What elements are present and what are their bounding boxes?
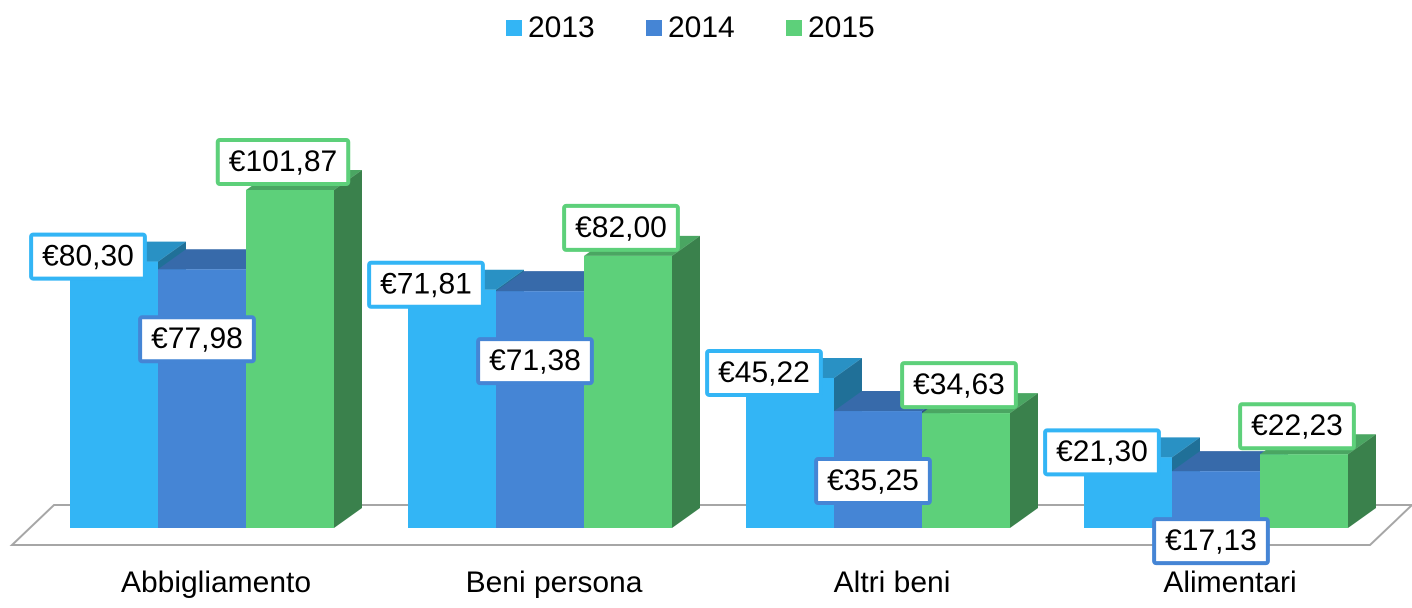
- legend-label: 2014: [668, 11, 735, 44]
- data-label: €71,81: [380, 268, 472, 301]
- bar-front: [584, 255, 672, 529]
- x-tick-label: Altri beni: [834, 566, 951, 599]
- data-label: €22,23: [1251, 409, 1343, 442]
- data-label: €35,25: [827, 464, 919, 497]
- bar-3d: [246, 170, 362, 528]
- data-label: €71,38: [489, 344, 581, 377]
- data-label: €21,30: [1056, 435, 1148, 468]
- data-label: €101,87: [229, 145, 337, 178]
- data-label: €45,22: [718, 356, 810, 389]
- bar-side: [672, 235, 700, 529]
- data-label-box: [138, 315, 256, 364]
- bar-top: [1172, 451, 1288, 472]
- bar-3d: [584, 235, 700, 529]
- data-label-box: [705, 348, 823, 397]
- data-label-box: [1043, 428, 1161, 477]
- data-label: €77,98: [151, 322, 243, 355]
- data-label-box: [215, 138, 351, 186]
- bar-top: [158, 249, 274, 270]
- x-tick-label: Abbigliamento: [121, 566, 311, 599]
- legend-swatch: [646, 20, 662, 36]
- bar-front: [158, 269, 246, 528]
- x-tick-label: Alimentari: [1163, 566, 1296, 599]
- data-label-box: [900, 361, 1018, 410]
- bar-side: [1348, 434, 1376, 528]
- data-label: €82,00: [575, 211, 667, 244]
- legend-swatch: [506, 20, 522, 36]
- bar-front: [746, 377, 834, 528]
- data-label-box: [29, 232, 147, 281]
- data-label: €17,13: [1165, 524, 1257, 557]
- bar-side: [1010, 393, 1038, 528]
- legend-swatch: [786, 20, 802, 36]
- data-label-box: [367, 260, 485, 309]
- bar-front: [1260, 454, 1348, 528]
- data-label-box: [1152, 517, 1270, 566]
- bar-front: [408, 289, 496, 528]
- data-label-box: [1238, 402, 1356, 451]
- bar-front: [246, 190, 334, 528]
- bar-front: [922, 413, 1010, 528]
- bar-3d: [922, 393, 1038, 528]
- data-label-box: [814, 457, 932, 506]
- bar-front: [496, 291, 584, 528]
- bar-front: [70, 261, 158, 528]
- data-label: €34,63: [913, 368, 1005, 401]
- bar-top: [496, 271, 612, 292]
- x-tick-label: Beni persona: [466, 566, 643, 599]
- legend-label: 2013: [528, 11, 595, 44]
- data-label: €80,30: [42, 239, 134, 272]
- legend-label: 2015: [808, 11, 875, 44]
- floor: [9, 504, 1412, 546]
- bar-side: [334, 170, 362, 528]
- data-label-box: [476, 337, 594, 386]
- data-label-box: [562, 203, 680, 252]
